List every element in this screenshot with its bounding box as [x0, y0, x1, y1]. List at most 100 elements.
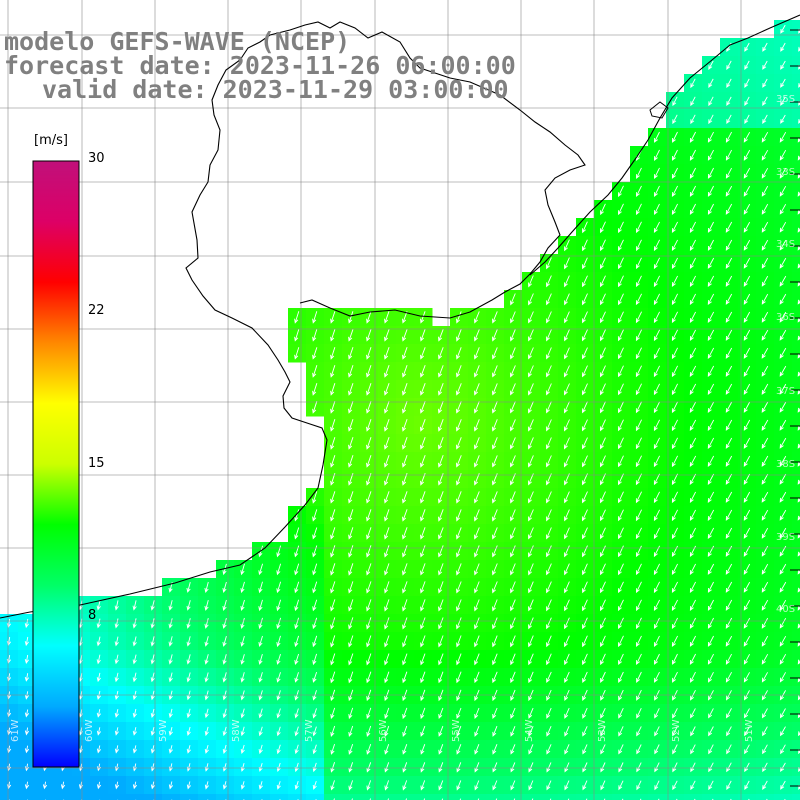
wind-arrow [797, 335, 800, 341]
wind-arrow [114, 654, 119, 665]
wind-arrow [402, 725, 408, 737]
wind-arrow [312, 635, 318, 648]
wind-arrow [420, 671, 426, 684]
wind-speed-cell [288, 794, 307, 800]
wind-arrow [725, 473, 733, 485]
wind-arrow [797, 209, 800, 215]
wind-arrow [168, 781, 174, 790]
wind-arrow [420, 455, 426, 468]
wind-arrow [726, 762, 732, 773]
wind-arrow [636, 617, 642, 630]
wind-arrow [779, 455, 787, 467]
wind-speed-cell [90, 794, 109, 800]
wind-arrow [366, 401, 372, 414]
wind-arrow [707, 131, 714, 143]
wind-arrow [636, 545, 642, 558]
lon-label-54w: 54W [524, 719, 535, 742]
wind-arrow [761, 473, 769, 485]
wind-arrow [348, 599, 354, 612]
wind-arrow [420, 365, 426, 378]
wind-arrow [618, 653, 624, 666]
wind-arrow [24, 781, 30, 790]
wind-arrow [689, 401, 697, 414]
wind-arrow [240, 744, 245, 754]
wind-arrow [618, 239, 624, 252]
colorbar [32, 160, 80, 768]
wind-arrow [546, 744, 552, 755]
wind-arrow [222, 635, 227, 647]
wind-speed-cell [792, 740, 800, 759]
wind-arrow [473, 437, 480, 450]
wind-arrow [384, 437, 390, 450]
wind-speed-cell [198, 794, 217, 800]
wind-arrow [582, 671, 588, 684]
wind-arrow [779, 617, 787, 629]
wind-arrow [600, 545, 606, 558]
wind-arrow [600, 744, 606, 755]
wind-arrow [491, 365, 498, 378]
wind-arrow [635, 491, 643, 504]
wind-speed-cell [792, 290, 800, 309]
wind-arrow [330, 671, 336, 684]
wind-arrow [690, 744, 696, 755]
wind-speed-cell [612, 794, 631, 800]
wind-arrow [762, 708, 768, 719]
wind-arrow [546, 707, 552, 719]
wind-arrow [780, 780, 786, 790]
wind-arrow [797, 623, 800, 629]
wind-arrow [743, 383, 751, 395]
wind-arrow [150, 708, 155, 719]
wind-speed-cell [792, 488, 800, 507]
wind-arrow [168, 726, 173, 736]
wind-arrow [438, 707, 444, 719]
wind-arrow [671, 455, 679, 468]
wind-speed-cell [792, 614, 800, 633]
wind-arrow [294, 780, 299, 790]
wind-arrow [294, 762, 299, 773]
wind-arrow [635, 383, 643, 396]
wind-arrow [330, 383, 336, 396]
wind-arrow [276, 617, 282, 630]
wind-arrow [420, 329, 426, 342]
wind-arrow [564, 653, 570, 666]
wind-arrow [96, 745, 102, 754]
wind-arrow [617, 383, 624, 396]
wind-arrow [779, 293, 787, 305]
wind-arrow [797, 533, 800, 539]
wind-arrow [420, 635, 426, 648]
wind-arrow [743, 581, 751, 593]
wind-arrow [510, 780, 516, 791]
wind-arrow [653, 581, 661, 594]
wind-arrow [492, 311, 498, 324]
wind-arrow [186, 581, 191, 593]
wind-arrow [707, 581, 714, 593]
wind-arrow [312, 527, 318, 540]
wind-arrow [671, 365, 679, 378]
wind-arrow [779, 185, 787, 197]
wind-arrow [491, 455, 498, 468]
wind-arrow [797, 515, 800, 521]
wind-arrow [797, 713, 800, 719]
wind-arrow [510, 653, 516, 666]
wind-arrow [509, 437, 516, 450]
wind-arrow [707, 419, 715, 432]
wind-speed-cell [180, 794, 199, 800]
wind-arrow [743, 149, 751, 161]
wind-arrow [582, 239, 588, 252]
wind-arrow [582, 581, 588, 594]
wind-arrow [510, 581, 516, 594]
wind-arrow [582, 744, 588, 755]
wind-arrow [564, 545, 570, 558]
wind-arrow [743, 653, 750, 665]
wind-arrow [689, 365, 697, 378]
wind-arrow [492, 744, 498, 755]
wind-arrow [653, 455, 661, 468]
wind-arrow [707, 149, 714, 161]
wind-speed-cell [270, 794, 289, 800]
wind-arrow [545, 419, 552, 432]
wind-arrow [96, 600, 101, 611]
wind-arrow [689, 527, 697, 540]
wind-arrow [546, 617, 552, 630]
wind-arrow [689, 239, 697, 252]
wind-arrow [725, 491, 733, 503]
